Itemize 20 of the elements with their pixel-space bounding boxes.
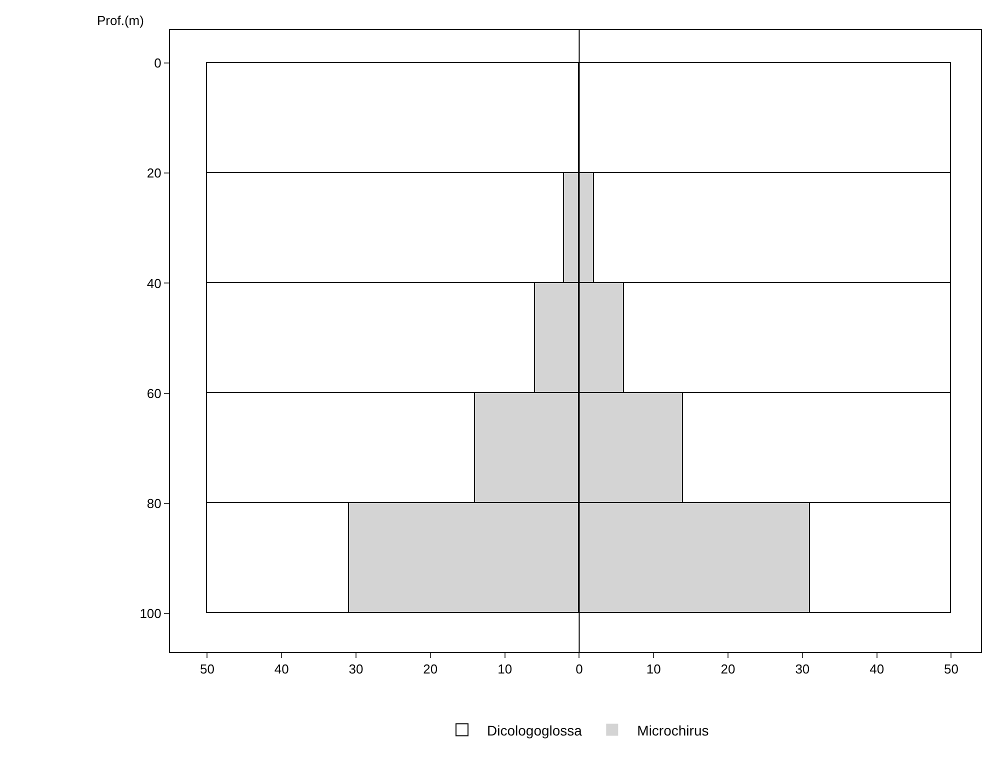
x-tick-label: 10 [646, 662, 661, 677]
x-tick-label: 20 [423, 662, 438, 677]
x-tick-label: 50 [200, 662, 214, 677]
x-tick-label: 10 [498, 662, 512, 677]
x-tick-label: 0 [576, 662, 583, 677]
x-tick-label: 50 [944, 662, 958, 677]
legend-label: Dicologoglossa [487, 722, 582, 738]
x-tick-label: 40 [274, 662, 289, 677]
x-tick-label: 30 [348, 662, 364, 677]
y-tick-label: 60 [146, 386, 162, 401]
y-tick-label: 40 [146, 276, 162, 291]
legend-label: Microchirus [637, 722, 709, 738]
x-tick-label: 20 [720, 662, 736, 677]
x-tick-label: 30 [795, 662, 810, 677]
y-tick-label: 100 [140, 606, 162, 622]
x-tick-label: 40 [870, 662, 884, 677]
y-axis-title: Prof.(m) [97, 13, 144, 28]
y-tick-label: 0 [154, 56, 162, 71]
y-tick-label: 20 [146, 166, 162, 181]
y-tick-label: 80 [146, 496, 162, 511]
